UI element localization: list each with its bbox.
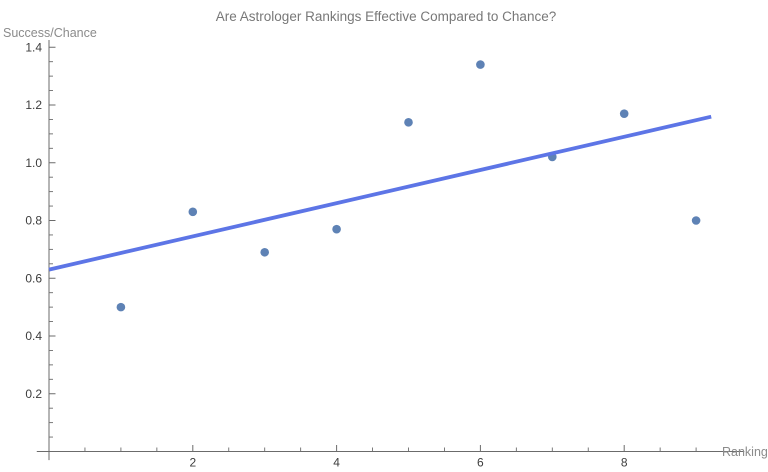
- y-tick-label: 0.6: [25, 271, 42, 285]
- y-tick-label: 0.4: [25, 329, 42, 343]
- y-tick-label: 1.4: [25, 40, 42, 54]
- fit-line: [48, 114, 712, 272]
- y-tick-label: 1.2: [25, 98, 42, 112]
- data-point: [404, 118, 413, 127]
- data-point: [116, 302, 126, 312]
- x-tick-label: 4: [333, 456, 340, 470]
- x-tick-label: 8: [621, 456, 628, 470]
- axes-group: [36, 40, 745, 461]
- scatter-points-group: [116, 60, 701, 312]
- data-point: [332, 224, 341, 234]
- data-point: [619, 109, 629, 118]
- axis-ticks-group: 2 4 6 8 0.2 0.4 0.6 0.8 1.0 1.2 1.4: [25, 40, 697, 470]
- x-tick-label: 6: [477, 456, 484, 470]
- x-axis-label: Ranking: [722, 445, 768, 459]
- y-axis-label: Success/Chance: [3, 26, 97, 40]
- fit-line-group: [48, 114, 712, 272]
- data-point: [476, 60, 485, 69]
- data-point: [260, 247, 270, 257]
- y-tick-label: 1.0: [25, 156, 42, 170]
- y-tick-label: 0.2: [25, 387, 42, 401]
- x-tick-label: 2: [189, 456, 196, 470]
- chart-title: Are Astrologer Rankings Effective Compar…: [216, 9, 556, 24]
- data-point: [188, 207, 198, 217]
- y-tick-label: 0.8: [25, 214, 42, 228]
- data-point: [691, 216, 701, 225]
